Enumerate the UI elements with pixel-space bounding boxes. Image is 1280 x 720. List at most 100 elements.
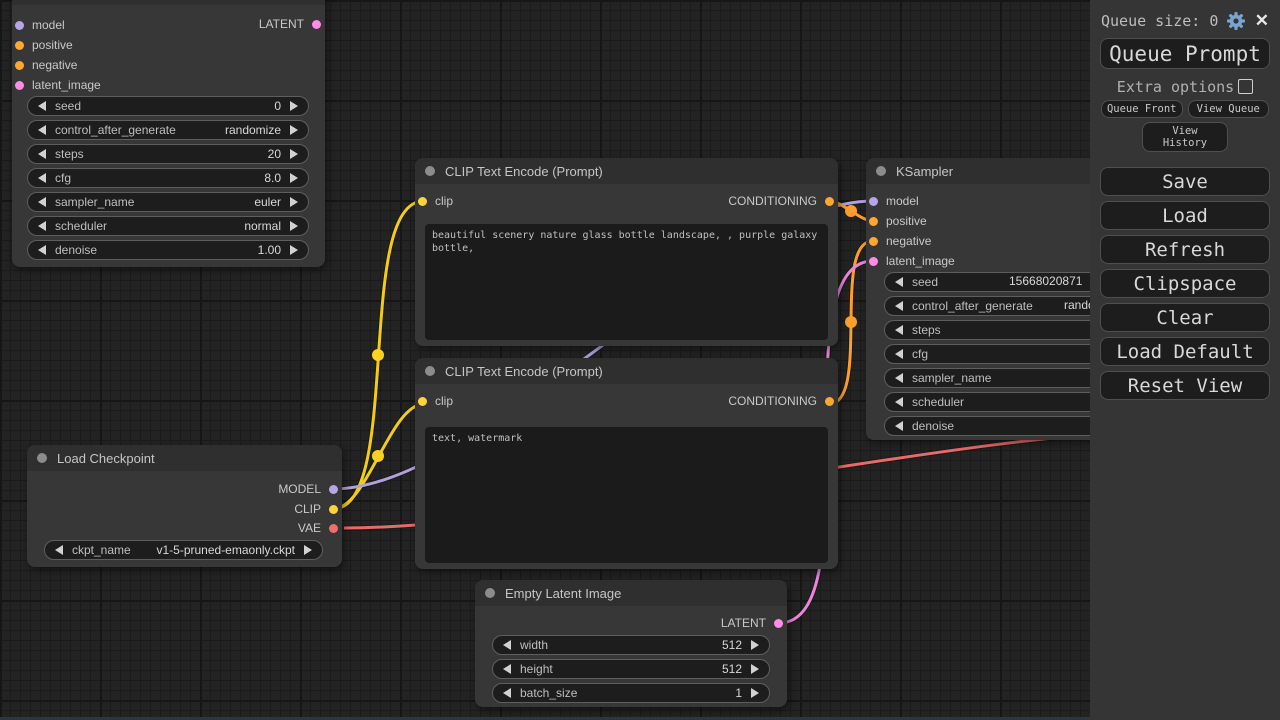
save-button[interactable]: Save	[1100, 167, 1270, 196]
increment-icon[interactable]	[751, 664, 759, 674]
increment-icon[interactable]	[290, 101, 298, 111]
vae-out-dot[interactable]	[329, 523, 338, 533]
decrement-icon[interactable]	[895, 301, 903, 311]
latent-image-dot[interactable]	[15, 80, 24, 90]
decrement-icon[interactable]	[38, 197, 46, 207]
negative-dot[interactable]	[15, 60, 24, 70]
node-title-bar[interactable]: CLIP Text Encode (Prompt)	[415, 358, 838, 384]
decrement-icon[interactable]	[55, 545, 63, 555]
clip-dot[interactable]	[418, 396, 427, 406]
sampler-name-stepper[interactable]: sampler_name euler	[27, 192, 309, 212]
load-button[interactable]: Load	[1100, 201, 1270, 230]
clip-dot[interactable]	[418, 196, 427, 206]
increment-icon[interactable]	[290, 173, 298, 183]
conditioning-out-dot[interactable]	[825, 196, 834, 206]
increment-icon[interactable]	[290, 149, 298, 159]
steps-stepper[interactable]: steps 20	[27, 144, 309, 164]
output-slot-vae[interactable]: VAE	[298, 520, 338, 536]
conditioning-out-dot[interactable]	[825, 396, 834, 406]
clipspace-button[interactable]: Clipspace	[1100, 269, 1270, 298]
model-dot[interactable]	[15, 20, 24, 30]
increment-icon[interactable]	[751, 688, 759, 698]
decrement-icon[interactable]	[895, 349, 903, 359]
input-slot-positive[interactable]: positive	[15, 37, 73, 53]
decrement-icon[interactable]	[38, 245, 46, 255]
input-slot-negative[interactable]: negative	[15, 57, 77, 73]
increment-icon[interactable]	[290, 125, 298, 135]
width-stepper[interactable]: width 512	[492, 635, 770, 655]
model-dot[interactable]	[869, 196, 878, 206]
input-slot-model[interactable]: model	[15, 17, 65, 33]
increment-icon[interactable]	[290, 197, 298, 207]
settings-gear-icon[interactable]	[1226, 11, 1246, 31]
decrement-icon[interactable]	[895, 421, 903, 431]
increment-icon[interactable]	[290, 221, 298, 231]
node-load-checkpoint[interactable]: Load Checkpoint MODEL CLIP VAE ckpt_name…	[27, 445, 342, 567]
input-slot-positive[interactable]: positive	[869, 213, 927, 229]
close-menu-icon[interactable]: ✕	[1254, 11, 1269, 30]
view-history-button[interactable]: View History	[1142, 122, 1228, 152]
prompt-textarea[interactable]: text, watermark	[425, 427, 828, 563]
clip-out-dot[interactable]	[329, 504, 338, 514]
output-slot-latent[interactable]: LATENT	[721, 615, 783, 631]
output-slot-model[interactable]: MODEL	[278, 481, 338, 497]
input-slot-clip[interactable]: clip	[418, 393, 453, 409]
height-stepper[interactable]: height 512	[492, 659, 770, 679]
cfg-stepper[interactable]: cfg 8.0	[27, 168, 309, 188]
increment-icon[interactable]	[304, 545, 312, 555]
node-title-bar[interactable]: Load Checkpoint	[27, 445, 342, 471]
denoise-stepper[interactable]: denoise 1.00	[27, 240, 309, 260]
decrement-icon[interactable]	[38, 101, 46, 111]
view-queue-button[interactable]: View Queue	[1187, 100, 1269, 118]
input-slot-negative[interactable]: negative	[869, 233, 931, 249]
output-slot-conditioning[interactable]: CONDITIONING	[728, 393, 834, 409]
decrement-icon[interactable]	[895, 277, 903, 287]
node-title-bar[interactable]: Empty Latent Image	[475, 580, 787, 606]
node-title-bar[interactable]: CLIP Text Encode (Prompt)	[415, 158, 838, 184]
scheduler-stepper[interactable]: scheduler normal	[27, 216, 309, 236]
latent-out-dot[interactable]	[312, 19, 321, 29]
batch-size-stepper[interactable]: batch_size 1	[492, 683, 770, 703]
ckpt-name-stepper[interactable]: ckpt_name v1-5-pruned-emaonly.ckpt	[44, 540, 323, 560]
node-clip-text-encode-negative[interactable]: CLIP Text Encode (Prompt) clip CONDITION…	[415, 358, 838, 569]
node-empty-latent-image[interactable]: Empty Latent Image LATENT width 512 heigh…	[475, 580, 787, 707]
queue-front-button[interactable]: Queue Front	[1101, 100, 1183, 118]
node-title-bar[interactable]: KSampler	[12, 0, 325, 5]
reset-view-button[interactable]: Reset View	[1100, 371, 1270, 400]
model-out-dot[interactable]	[329, 484, 338, 494]
prompt-textarea[interactable]: beautiful scenery nature glass bottle la…	[425, 224, 828, 340]
increment-icon[interactable]	[290, 245, 298, 255]
negative-dot[interactable]	[869, 236, 878, 246]
input-slot-clip[interactable]: clip	[418, 193, 453, 209]
latent-out-dot[interactable]	[774, 618, 783, 628]
queue-prompt-button[interactable]: Queue Prompt	[1100, 38, 1270, 69]
input-slot-latent-image[interactable]: latent_image	[15, 77, 101, 93]
seed-stepper[interactable]: seed 0	[27, 96, 309, 116]
positive-dot[interactable]	[869, 216, 878, 226]
input-slot-model[interactable]: model	[869, 193, 919, 209]
decrement-icon[interactable]	[503, 640, 511, 650]
output-slot-latent[interactable]: LATENT	[259, 16, 321, 32]
decrement-icon[interactable]	[38, 149, 46, 159]
decrement-icon[interactable]	[895, 325, 903, 335]
latent-image-dot[interactable]	[869, 256, 878, 266]
decrement-icon[interactable]	[38, 221, 46, 231]
refresh-button[interactable]: Refresh	[1100, 235, 1270, 264]
decrement-icon[interactable]	[38, 125, 46, 135]
decrement-icon[interactable]	[895, 397, 903, 407]
extra-options-checkbox[interactable]	[1238, 79, 1254, 94]
increment-icon[interactable]	[751, 640, 759, 650]
clear-button[interactable]: Clear	[1100, 303, 1270, 332]
decrement-icon[interactable]	[895, 373, 903, 383]
positive-dot[interactable]	[15, 40, 24, 50]
decrement-icon[interactable]	[503, 664, 511, 674]
input-slot-latent-image[interactable]: latent_image	[869, 253, 955, 269]
output-slot-clip[interactable]: CLIP	[294, 501, 338, 517]
load-default-button[interactable]: Load Default	[1100, 337, 1270, 366]
node-clip-text-encode-positive[interactable]: CLIP Text Encode (Prompt) clip CONDITION…	[415, 158, 838, 346]
node-ksampler-left[interactable]: KSampler model positive negative latent_…	[12, 0, 325, 267]
decrement-icon[interactable]	[38, 173, 46, 183]
output-slot-conditioning[interactable]: CONDITIONING	[728, 193, 834, 209]
decrement-icon[interactable]	[503, 688, 511, 698]
